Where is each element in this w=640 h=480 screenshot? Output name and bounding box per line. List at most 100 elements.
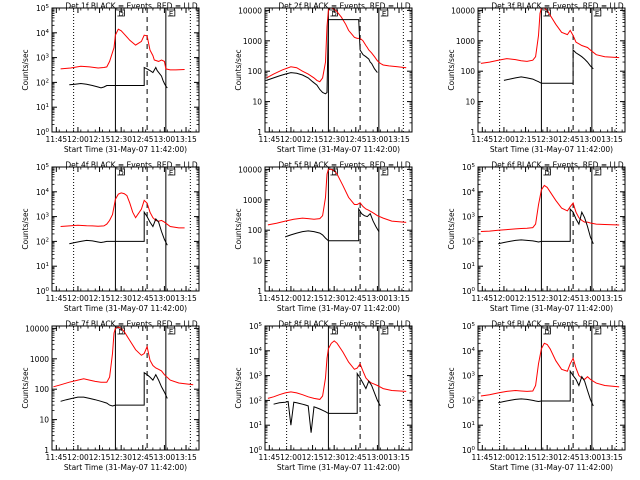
- x-tick-label: 13:00: [367, 453, 389, 462]
- y-tick-label: 102: [249, 396, 262, 405]
- x-tick-label: 13:00: [367, 294, 389, 303]
- y-tick-exponent: 1: [472, 262, 476, 268]
- y-axis-label: Counts/sec: [234, 208, 243, 249]
- x-tick-label: 12:45: [132, 294, 154, 303]
- y-tick-label: 100: [462, 446, 476, 455]
- x-tick-label: 13:15: [601, 135, 623, 144]
- flag-marker: [380, 168, 389, 176]
- y-tick-label: 101: [36, 103, 49, 112]
- x-tick-label: 12:45: [132, 135, 154, 144]
- x-tick-label: 12:00: [280, 135, 302, 144]
- y-tick-label: 104: [249, 347, 263, 356]
- flag-label: D: [118, 169, 123, 177]
- x-tick-label: 12:15: [515, 453, 537, 462]
- flag-marker: [593, 327, 602, 335]
- x-tick-label: 13:15: [175, 294, 197, 303]
- x-tick-label: 13:00: [580, 135, 602, 144]
- y-tick-label: 10000: [451, 6, 475, 15]
- y-tick-label: 103: [462, 372, 476, 381]
- x-tick-label: 12:45: [558, 453, 580, 462]
- y-tick-exponent: 5: [46, 163, 50, 169]
- y-tick-label: 104: [36, 188, 50, 197]
- y-tick-exponent: 0: [472, 446, 476, 452]
- y-tick-exponent: 4: [46, 29, 50, 35]
- flag-label: D: [331, 328, 336, 336]
- y-tick-label: 10: [252, 257, 262, 266]
- flag-label: E: [169, 328, 173, 336]
- y-tick-exponent: 2: [46, 78, 50, 84]
- events-series-line: [69, 66, 168, 89]
- y-tick-label: 1: [44, 446, 49, 455]
- y-axis-label: Counts/sec: [447, 208, 456, 249]
- x-tick-label: 12:00: [280, 294, 302, 303]
- x-tick-label: 12:15: [89, 453, 111, 462]
- panel-title: Det 1f BLACK = Events, RED = LLD: [65, 2, 198, 11]
- y-tick-exponent: 1: [259, 421, 263, 427]
- y-tick-exponent: 0: [46, 128, 50, 134]
- y-tick-label: 10000: [238, 6, 262, 15]
- x-tick-label: 12:15: [515, 294, 537, 303]
- y-tick-label: 100: [35, 385, 50, 394]
- flag-label: D: [331, 10, 336, 18]
- events-series-line: [498, 369, 594, 407]
- y-tick-exponent: 4: [472, 347, 476, 353]
- x-tick-label: 13:15: [175, 135, 197, 144]
- x-axis-label: Start Time (31-May-07 11:42:00): [64, 145, 187, 154]
- x-axis-label: Start Time (31-May-07 11:42:00): [490, 463, 613, 472]
- y-tick-label: 10: [39, 416, 49, 425]
- flag-marker: [167, 9, 176, 17]
- plot-frame: [51, 325, 200, 451]
- x-tick-label: 12:00: [493, 135, 515, 144]
- x-tick-label: 12:30: [323, 453, 345, 462]
- x-tick-label: 11:45: [46, 294, 68, 303]
- y-tick-label: 102: [36, 237, 49, 246]
- x-tick-label: 13:15: [601, 453, 623, 462]
- y-tick-label: 103: [36, 213, 50, 222]
- x-tick-label: 11:45: [46, 135, 68, 144]
- lld-series-line: [60, 192, 185, 229]
- y-tick-label: 10000: [238, 165, 262, 174]
- x-axis-label: Start Time (31-May-07 11:42:00): [490, 145, 613, 154]
- x-tick-label: 12:15: [302, 294, 324, 303]
- y-tick-exponent: 0: [472, 287, 476, 293]
- x-tick-label: 13:15: [388, 453, 410, 462]
- x-tick-label: 11:45: [472, 294, 494, 303]
- y-tick-exponent: 2: [46, 237, 50, 243]
- flag-marker: [593, 168, 602, 176]
- y-tick-exponent: 1: [46, 262, 50, 268]
- flag-marker: [593, 9, 602, 17]
- y-axis-label: Counts/sec: [234, 49, 243, 90]
- lld-series-line: [480, 184, 620, 232]
- lld-series-line: [480, 7, 620, 64]
- lld-series-line: [60, 28, 185, 71]
- events-series-line: [503, 48, 594, 84]
- y-tick-label: 102: [462, 237, 475, 246]
- x-tick-label: 12:30: [110, 453, 132, 462]
- y-axis-label: Counts/sec: [447, 367, 456, 408]
- y-tick-label: 103: [249, 372, 263, 381]
- y-tick-label: 101: [36, 262, 49, 271]
- y-axis-label: Counts/sec: [234, 367, 243, 408]
- y-tick-exponent: 2: [259, 396, 263, 402]
- plot-frame: [264, 166, 413, 292]
- x-tick-label: 12:00: [493, 453, 515, 462]
- x-tick-label: 12:15: [89, 294, 111, 303]
- y-tick-exponent: 4: [46, 188, 50, 194]
- x-axis-label: Start Time (31-May-07 11:42:00): [277, 304, 400, 313]
- flag-label: E: [595, 10, 599, 18]
- x-tick-label: 13:00: [154, 453, 176, 462]
- x-tick-label: 12:30: [323, 294, 345, 303]
- flag-label: E: [382, 169, 386, 177]
- x-axis-label: Start Time (31-May-07 11:42:00): [490, 304, 613, 313]
- x-tick-label: 13:15: [388, 294, 410, 303]
- plot-frame: [264, 325, 413, 451]
- flag-label: D: [118, 10, 123, 18]
- x-axis-label: Start Time (31-May-07 11:42:00): [277, 463, 400, 472]
- y-tick-label: 105: [462, 163, 476, 172]
- x-tick-label: 12:45: [132, 453, 154, 462]
- x-tick-label: 13:00: [154, 294, 176, 303]
- y-tick-exponent: 2: [472, 396, 476, 402]
